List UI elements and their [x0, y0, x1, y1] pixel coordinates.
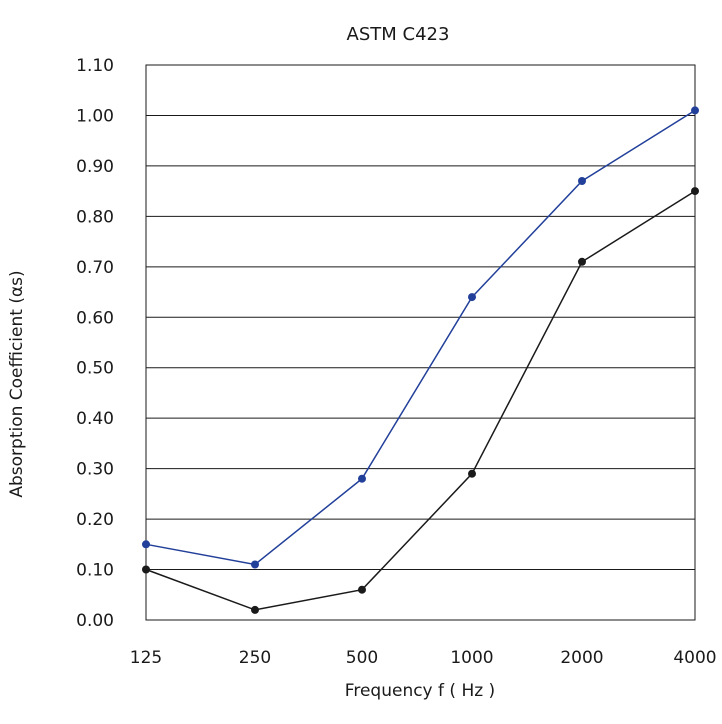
y-tick-label: 0.20: [76, 510, 114, 530]
series-1-point: [578, 177, 586, 185]
y-tick-label: 0.90: [76, 157, 114, 177]
y-axis-label: Absorption Coefficient (αs): [7, 270, 27, 497]
y-tick-label: 0.30: [76, 460, 114, 480]
series-1-line: [145, 109, 696, 566]
x-tick-label: 125: [130, 648, 162, 668]
y-tick-label: 0.10: [76, 561, 114, 581]
y-tick-labels: 0.00 0.10 0.20 0.30 0.40 0.50 0.60 0.70 0.80 0.90…: [76, 56, 114, 631]
series-1-point: [142, 540, 150, 549]
series-2-line: [145, 190, 696, 611]
x-tick-label: 2000: [560, 648, 603, 668]
x-tick-labels: 125 250 500 1000 2000 4000: [130, 648, 717, 668]
series-1-point: [358, 474, 366, 483]
x-axis-label: Frequency f ( Hz ): [345, 681, 495, 701]
y-tick-label: 0.40: [76, 409, 114, 429]
x-tick-label: 250: [239, 648, 271, 668]
series-layer: [142, 106, 699, 614]
y-tick-label: 1.00: [76, 106, 114, 126]
series-2-point: [578, 257, 586, 266]
y-tick-label: 0.70: [76, 258, 114, 278]
series-2-point: [358, 585, 366, 594]
series-2-point: [251, 605, 259, 614]
series-1-point: [468, 293, 476, 302]
series-1-point: [251, 560, 259, 569]
series-2-point: [142, 565, 150, 574]
series-1-point: [691, 106, 699, 115]
y-tick-label: 0.60: [76, 308, 114, 328]
x-tick-label: 500: [346, 648, 378, 668]
x-tick-label: 1000: [450, 648, 493, 668]
grid-layer: [146, 114, 695, 571]
y-tick-label: 0.80: [76, 207, 114, 227]
x-tick-label: 4000: [673, 648, 716, 668]
y-tick-label: 0.50: [76, 359, 114, 379]
y-tick-label: 0.00: [76, 611, 114, 631]
plot-area-frame: [145, 64, 696, 621]
y-tick-label: 1.10: [76, 56, 114, 76]
series-2-point: [468, 469, 476, 478]
series-2-point: [691, 187, 699, 196]
chart-title: ASTM C423: [347, 24, 450, 45]
